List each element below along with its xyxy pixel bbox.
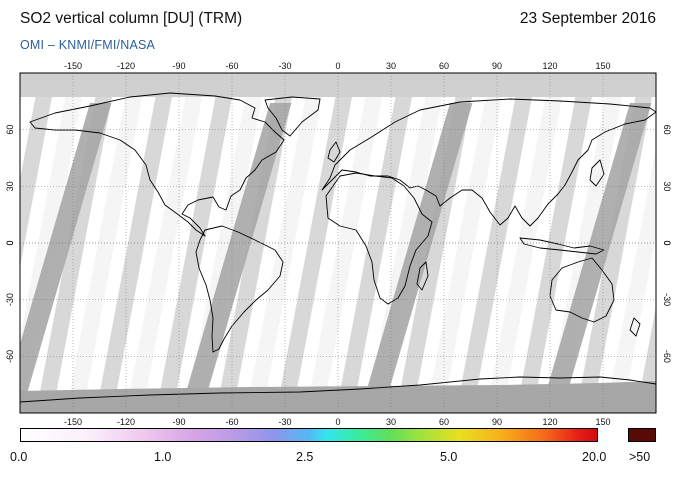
lon-tick-top: -90 [172, 61, 185, 71]
lat-tick-right: 0 [662, 240, 672, 245]
colorbar-label-3: 5.0 [440, 450, 458, 464]
lon-tick-bottom: 120 [542, 417, 557, 427]
coast-eurasia [321, 98, 656, 227]
lat-tick-right: -30 [662, 293, 672, 306]
colorbar-label-0: 0.0 [10, 450, 28, 464]
lon-tick-bottom: -120 [117, 417, 135, 427]
lon-tick-bottom: -90 [172, 417, 185, 427]
map-date: 23 September 2016 [519, 10, 656, 27]
no-data-swath [360, 103, 473, 413]
lon-tick-top: -30 [278, 61, 291, 71]
coast-greenland [264, 96, 321, 137]
orbit-swath [36, 73, 117, 413]
orbit-swath [156, 73, 237, 413]
lon-tick-top: 90 [492, 61, 502, 71]
lat-tick-left: -60 [5, 350, 15, 363]
lon-tick-top: -150 [64, 61, 82, 71]
lon-tick-bottom: 90 [492, 417, 502, 427]
lat-tick-right: 30 [662, 181, 672, 191]
coast-japan [589, 159, 605, 187]
graticule [20, 73, 656, 413]
lon-tick-bottom: 60 [439, 417, 449, 427]
coast-indonesia [519, 237, 605, 255]
orbit-swath [456, 73, 537, 413]
lat-tick-left: 0 [5, 240, 15, 245]
colorbar-overflow-swatch [628, 428, 656, 442]
lat-tick-left: -30 [5, 293, 15, 306]
orbit-swath [486, 73, 567, 413]
data-credit: OMI – KNMI/FMI/NASA [20, 38, 156, 52]
map-title: SO2 vertical column [DU] (TRM) [20, 10, 243, 27]
lon-tick-bottom: -150 [64, 417, 82, 427]
orbit-swath [20, 73, 57, 267]
lon-tick-top: 30 [386, 61, 396, 71]
lon-tick-top: 0 [335, 61, 340, 71]
orbit-swath [126, 73, 207, 413]
coast-madagascar [416, 261, 429, 291]
orbit-swaths [20, 73, 656, 413]
orbit-swath [216, 73, 297, 413]
lat-tick-right: 0 [662, 240, 672, 245]
lon-tick-bottom: 0 [335, 417, 340, 427]
orbit-swath [606, 147, 656, 413]
map-frame [19, 72, 657, 414]
orbit-swath [306, 73, 387, 413]
lon-tick-top: 150 [595, 61, 610, 71]
colorbar-label-4: 20.0 [582, 450, 607, 464]
coast-south-america [195, 225, 284, 353]
coast-new-zealand [629, 317, 641, 337]
no-data-swath [20, 103, 112, 413]
orbit-swath [516, 73, 597, 413]
orbit-swath [246, 73, 327, 413]
orbit-swath [66, 73, 147, 413]
colorbar-label-5: >50 [629, 450, 651, 464]
lon-tick-top: -120 [117, 61, 135, 71]
no-data-swath [540, 103, 652, 413]
lat-tick-right: -60 [662, 350, 672, 363]
coast-australia [549, 257, 615, 323]
lon-tick-top: -60 [225, 61, 238, 71]
colorbar-label-2: 2.5 [296, 450, 314, 464]
coastlines [20, 92, 656, 403]
lon-tick-bottom: 30 [386, 417, 396, 427]
orbit-swath [426, 73, 507, 413]
orbit-swath [336, 73, 417, 413]
no-data-swath [180, 103, 292, 413]
lon-tick-top: 120 [542, 61, 557, 71]
orbit-swath [576, 73, 656, 413]
lat-tick-left: 0 [5, 240, 15, 245]
lat-tick-left: 60 [5, 125, 15, 135]
colorbar-label-1: 1.0 [154, 450, 172, 464]
lon-tick-top: 60 [439, 61, 449, 71]
colorbar [20, 428, 598, 442]
coast-north-america [29, 92, 285, 237]
coast-antarctica [20, 376, 656, 403]
lat-tick-left: 30 [5, 181, 15, 191]
lon-tick-bottom: -30 [278, 417, 291, 427]
lon-tick-bottom: 150 [595, 417, 610, 427]
orbit-swath [96, 73, 177, 413]
coast-uk [327, 141, 341, 163]
lon-tick-bottom: -60 [225, 417, 238, 427]
coast-africa [325, 172, 433, 305]
lat-tick-right: 60 [662, 125, 672, 135]
